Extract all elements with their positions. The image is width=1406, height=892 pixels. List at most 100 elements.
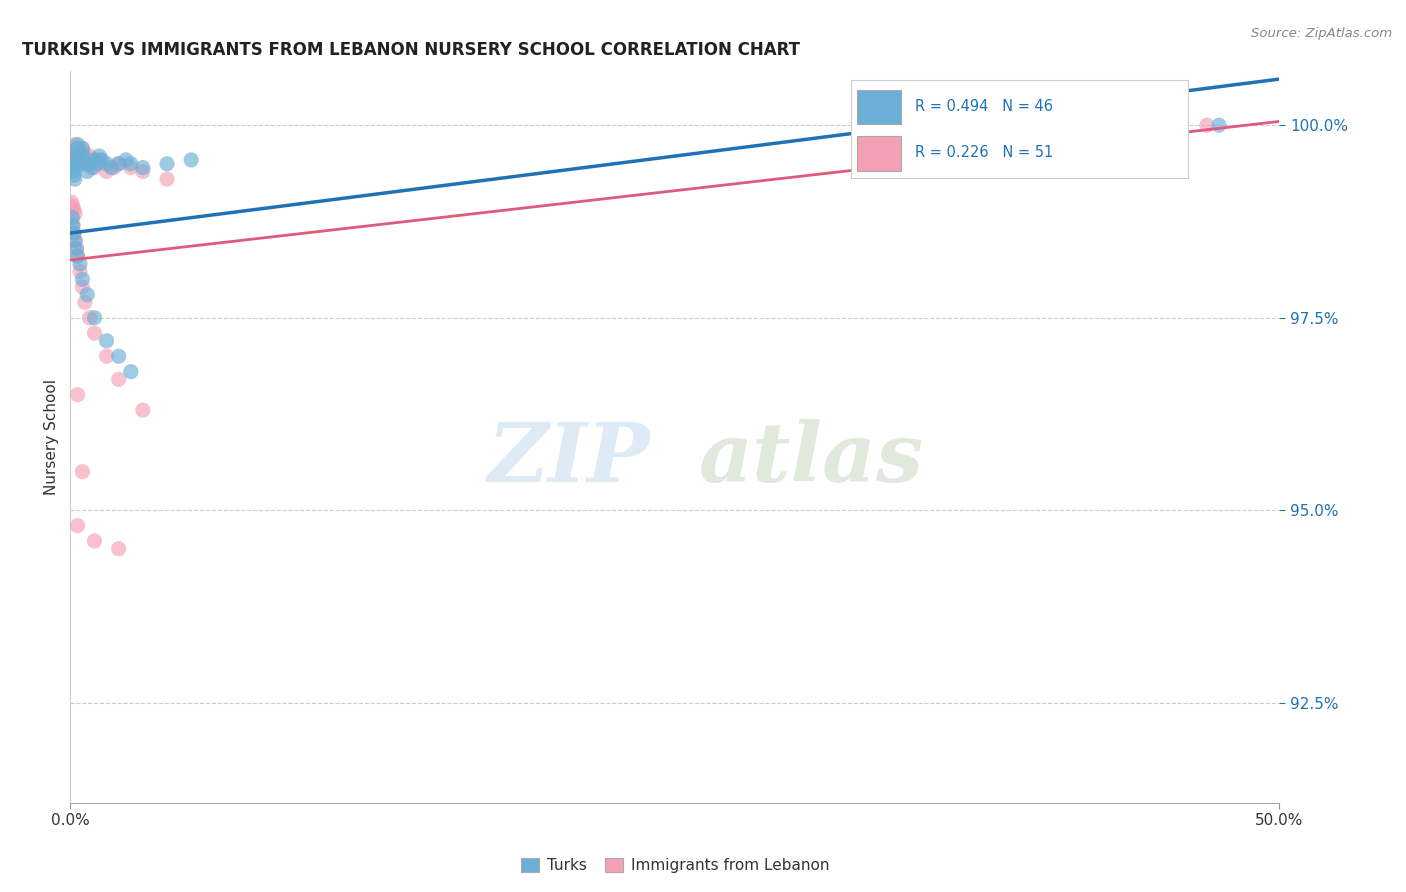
Point: [72, 141, 94, 155]
Point: [66, 518, 89, 533]
Point: [62, 219, 84, 233]
Point: [96, 334, 118, 348]
Point: [73, 153, 96, 167]
Point: [96, 349, 118, 363]
Point: [63, 226, 86, 240]
Point: [89, 149, 111, 163]
Point: [79, 157, 101, 171]
Point: [69, 257, 91, 271]
Point: [89, 153, 111, 167]
Point: [72, 280, 94, 294]
Legend: Turks, Immigrants from Lebanon: Turks, Immigrants from Lebanon: [515, 852, 835, 880]
Point: [72, 465, 94, 479]
Point: [63, 149, 86, 163]
Point: [115, 153, 138, 167]
Point: [67, 145, 90, 160]
Point: [96, 164, 118, 178]
Point: [100, 161, 122, 175]
Point: [66, 153, 89, 167]
Point: [69, 149, 91, 163]
Point: [65, 242, 87, 256]
Point: [63, 141, 86, 155]
Point: [120, 157, 142, 171]
Point: [76, 157, 98, 171]
Point: [107, 349, 129, 363]
Text: Source: ZipAtlas.com: Source: ZipAtlas.com: [1251, 27, 1392, 40]
Point: [132, 403, 155, 417]
Point: [60, 153, 83, 167]
Point: [63, 172, 86, 186]
Point: [83, 534, 105, 549]
Point: [72, 141, 94, 155]
Point: [69, 264, 91, 278]
Point: [1195, 118, 1218, 132]
Text: R = 0.226   N = 51: R = 0.226 N = 51: [915, 145, 1053, 161]
Point: [62, 157, 84, 171]
Point: [120, 365, 142, 379]
Point: [60, 161, 83, 175]
Point: [66, 141, 89, 155]
Point: [63, 137, 86, 152]
Point: [80, 161, 103, 175]
Point: [83, 326, 105, 340]
Point: [70, 153, 93, 167]
Point: [65, 242, 87, 256]
Point: [65, 145, 87, 160]
Point: [103, 161, 125, 175]
Text: TURKISH VS IMMIGRANTS FROM LEBANON NURSERY SCHOOL CORRELATION CHART: TURKISH VS IMMIGRANTS FROM LEBANON NURSE…: [22, 41, 800, 59]
Point: [120, 161, 142, 175]
Point: [156, 172, 179, 186]
Point: [107, 157, 129, 171]
Point: [66, 388, 89, 402]
Point: [66, 137, 89, 152]
Y-axis label: Nursery School: Nursery School: [44, 379, 59, 495]
Point: [73, 295, 96, 310]
Point: [66, 249, 89, 263]
Point: [76, 164, 98, 178]
Point: [72, 272, 94, 286]
Point: [73, 157, 96, 171]
Point: [107, 372, 129, 386]
Point: [63, 234, 86, 248]
Point: [1208, 118, 1230, 132]
Point: [62, 153, 84, 167]
Point: [60, 195, 83, 210]
Point: [79, 310, 101, 325]
Point: [63, 234, 86, 248]
Point: [66, 249, 89, 263]
Point: [76, 287, 98, 301]
Point: [86, 157, 108, 171]
Text: R = 0.494   N = 46: R = 0.494 N = 46: [915, 99, 1053, 114]
Point: [96, 157, 118, 171]
Point: [72, 149, 94, 163]
Point: [65, 157, 87, 171]
Point: [60, 211, 83, 225]
FancyBboxPatch shape: [858, 136, 901, 170]
Point: [83, 153, 105, 167]
Point: [63, 226, 86, 240]
Text: atlas: atlas: [699, 419, 924, 499]
Text: ZIP: ZIP: [488, 419, 651, 499]
Point: [62, 199, 84, 213]
Point: [63, 207, 86, 221]
Point: [62, 219, 84, 233]
Point: [156, 157, 179, 171]
Point: [63, 169, 86, 183]
Point: [62, 164, 84, 178]
Point: [60, 149, 83, 163]
Point: [60, 157, 83, 171]
Point: [62, 145, 84, 160]
Point: [132, 164, 155, 178]
Point: [72, 145, 94, 160]
Point: [83, 310, 105, 325]
Point: [86, 157, 108, 171]
Point: [69, 157, 91, 171]
Point: [180, 153, 202, 167]
Point: [67, 149, 90, 163]
Point: [90, 153, 112, 167]
Point: [80, 153, 103, 167]
Point: [107, 157, 129, 171]
Point: [107, 541, 129, 556]
FancyBboxPatch shape: [858, 90, 901, 124]
Point: [83, 161, 105, 175]
